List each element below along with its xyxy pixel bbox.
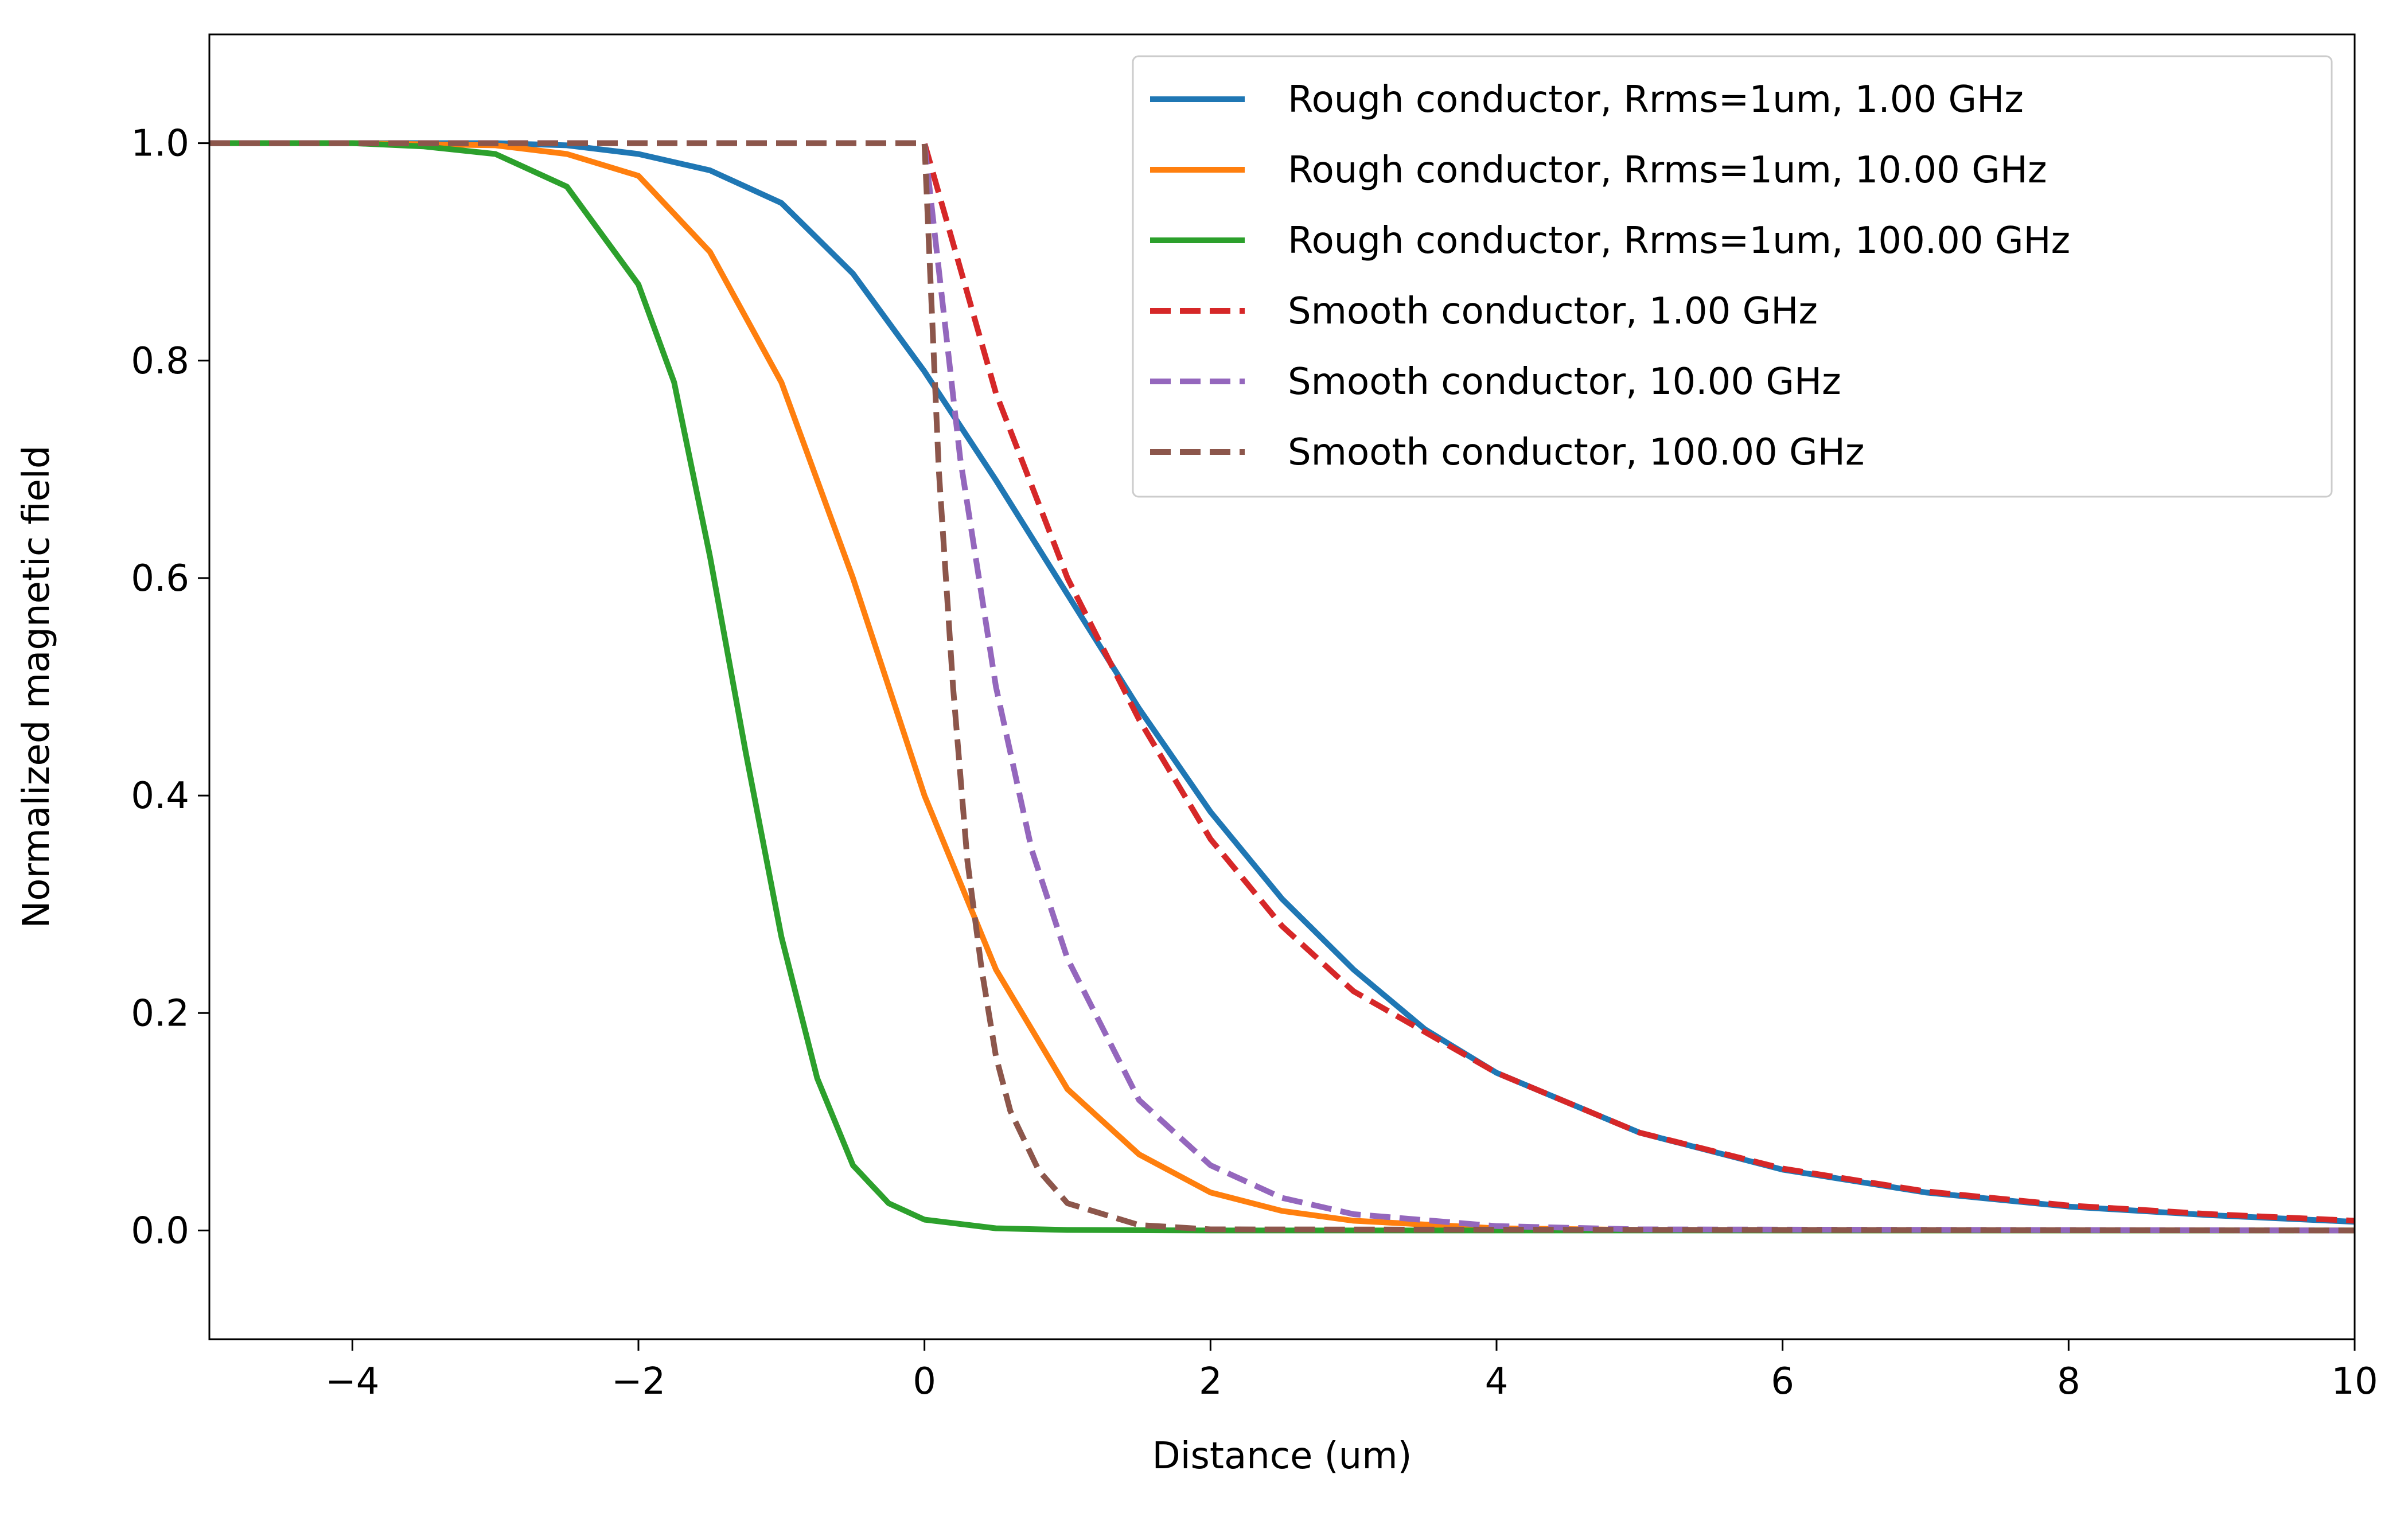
x-tick-label: 2 <box>1199 1360 1222 1403</box>
y-tick-label: 1.0 <box>131 123 189 165</box>
x-tick-label: 6 <box>1771 1360 1794 1403</box>
x-tick-label: −2 <box>611 1360 665 1403</box>
series-line-6 <box>209 140 2355 1234</box>
legend-label: Smooth conductor, 10.00 GHz <box>1288 361 1841 403</box>
series-line-3 <box>209 140 2355 1234</box>
x-axis-title: Distance (um) <box>1152 1435 1412 1477</box>
y-tick-label: 0.2 <box>131 992 189 1035</box>
y-axis-title: Normalized magnetic field <box>15 446 58 929</box>
x-tick-label: 8 <box>2057 1360 2080 1403</box>
x-tick-label: 10 <box>2331 1360 2378 1403</box>
y-tick-label: 0.0 <box>131 1210 189 1252</box>
axes-frame <box>208 33 2356 1340</box>
x-tick-label: 0 <box>913 1360 936 1403</box>
series-line-4 <box>209 140 2355 1224</box>
legend-label: Smooth conductor, 100.00 GHz <box>1288 431 1864 474</box>
legend-label: Smooth conductor, 1.00 GHz <box>1288 290 1818 333</box>
y-tick-label: 0.4 <box>131 775 189 817</box>
legend-box <box>1132 55 2333 498</box>
y-tick-label: 0.8 <box>131 340 189 383</box>
ticks-layer: −4 −2 0 2 4 6 8 10 0.0 0.2 0.4 0.6 0.8 1.0 <box>131 123 2378 1403</box>
y-tick-label: 0.6 <box>131 557 189 600</box>
x-tick-label: 4 <box>1485 1360 1509 1403</box>
legend-label: Rough conductor, Rrms=1um, 1.00 GHz <box>1288 79 2024 121</box>
legend: Rough conductor, Rrms=1um, 1.00 GHz Rough… <box>1132 55 2333 498</box>
legend-label: Rough conductor, Rrms=1um, 10.00 GHz <box>1288 149 2047 192</box>
series-layer <box>209 140 2355 1234</box>
series-line-5 <box>209 140 2355 1234</box>
legend-label: Rough conductor, Rrms=1um, 100.00 GHz <box>1288 220 2070 262</box>
x-tick-label: −4 <box>325 1360 379 1403</box>
